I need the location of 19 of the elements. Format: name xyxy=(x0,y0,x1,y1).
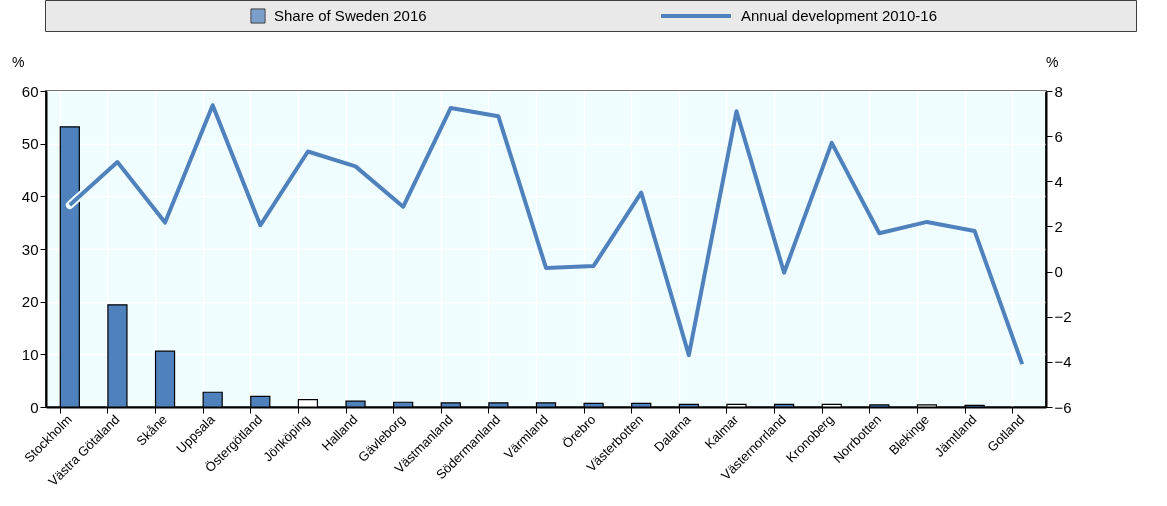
y2-axis-title: % xyxy=(1046,53,1059,70)
y2-tick-label: 2 xyxy=(1054,217,1063,235)
y-tick-label: 60 xyxy=(21,82,39,100)
legend-label: Share of Sweden 2016 xyxy=(274,7,427,24)
y2-tick-label: 6 xyxy=(1054,127,1063,145)
y-tick-label: 40 xyxy=(21,187,39,205)
y-tick-label: 0 xyxy=(30,398,39,416)
y2-tick-label: 0 xyxy=(1054,263,1063,281)
y-tick-label: 20 xyxy=(21,293,39,311)
y2-tick-label: −4 xyxy=(1054,353,1072,371)
y2-tick-label: −6 xyxy=(1054,398,1072,416)
y2-tick-label: −2 xyxy=(1054,308,1072,326)
y2-tick-label: 8 xyxy=(1054,82,1063,100)
y-axis-title: % xyxy=(12,53,25,70)
y2-tick-label: 4 xyxy=(1054,172,1063,190)
y-tick-label: 50 xyxy=(21,135,39,153)
y-tick-label: 30 xyxy=(21,240,39,258)
legend-label: Annual development 2010-16 xyxy=(741,7,937,24)
y-tick-label: 10 xyxy=(21,345,39,363)
